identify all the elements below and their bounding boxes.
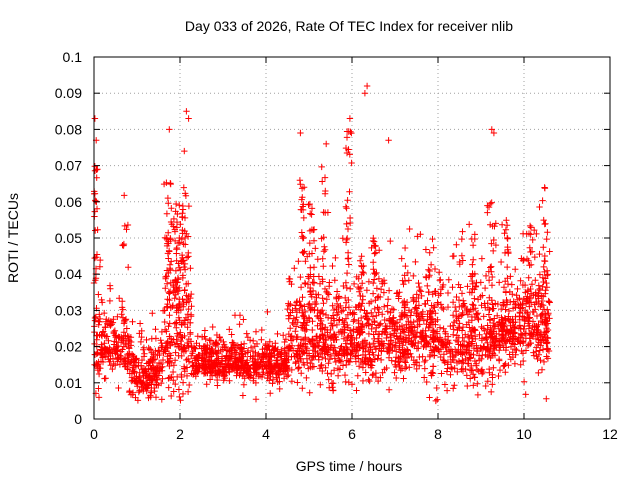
x-tick-label: 4: [262, 426, 270, 442]
data-points: [90, 82, 553, 405]
y-tick-label: 0.1: [63, 49, 83, 65]
x-tick-labels: 0 2 4 6 8 10 12: [90, 426, 618, 442]
y-tick-label: 0.09: [55, 85, 82, 101]
scatter-plus-markers: [93, 234, 552, 403]
y-tick-label: 0.02: [55, 339, 82, 355]
chart-title: Day 033 of 2026, Rate Of TEC Index for r…: [185, 18, 513, 34]
y-tick-label: 0.06: [55, 194, 82, 210]
scatter-plus-markers: [90, 163, 319, 342]
scatter-plus-markers: [91, 236, 552, 396]
y-tick-label: 0.04: [55, 266, 82, 282]
y-tick-label: 0.05: [55, 230, 82, 246]
scatter-plus-markers: [96, 230, 552, 404]
scatter-plus-markers: [301, 128, 499, 350]
y-tick-label: 0.01: [55, 375, 82, 391]
x-tick-label: 0: [90, 426, 98, 442]
x-tick-label: 8: [434, 426, 442, 442]
y-tick-label: 0: [74, 411, 82, 427]
y-axis-label: ROTI / TECUs: [5, 193, 21, 283]
y-tick-label: 0.08: [55, 121, 82, 137]
x-tick-label: 12: [602, 426, 618, 442]
y-tick-labels: 0 0.01 0.02 0.03 0.04 0.05 0.06 0.07 0.08 0.09 0.1: [55, 49, 82, 427]
y-tick-label: 0.07: [55, 158, 82, 174]
x-axis-label: GPS time / hours: [296, 458, 403, 474]
y-tick-label: 0.03: [55, 302, 82, 318]
axis-ticks: [93, 56, 611, 420]
x-tick-label: 6: [348, 426, 356, 442]
x-tick-label: 10: [516, 426, 532, 442]
scatter-plus-markers: [91, 82, 551, 405]
x-tick-label: 2: [176, 426, 184, 442]
